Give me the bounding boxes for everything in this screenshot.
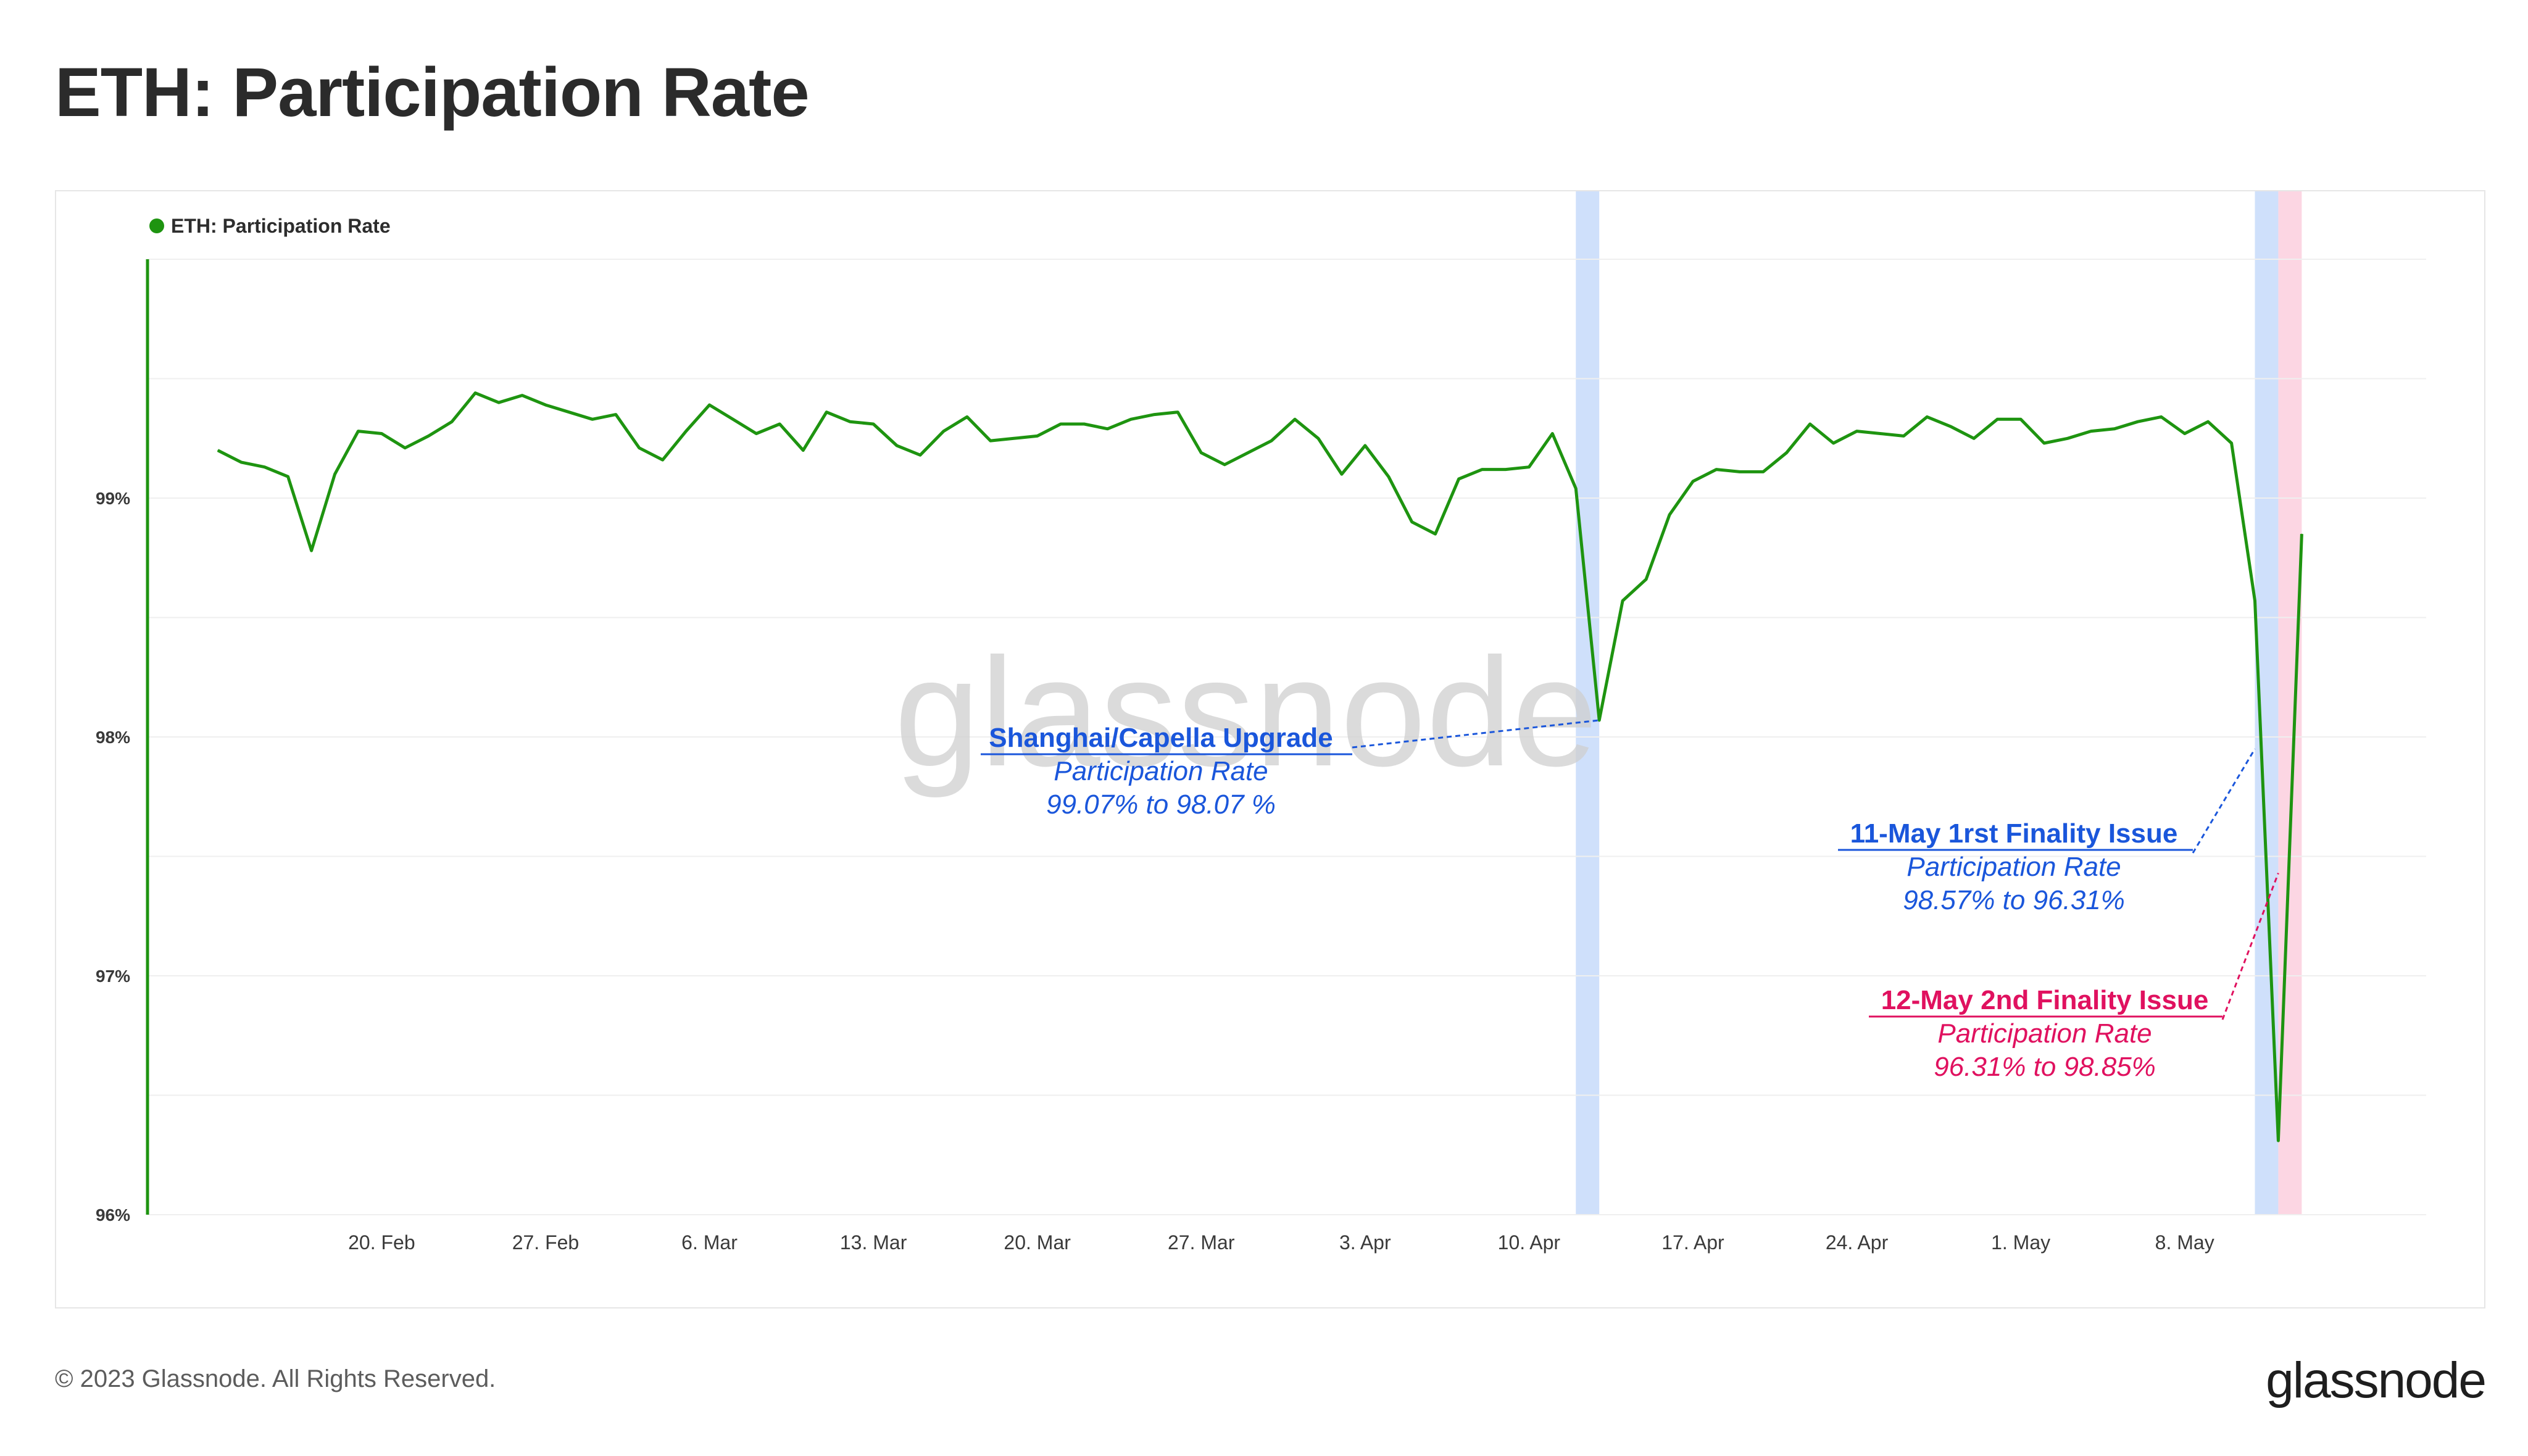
x-tick-label: 27. Mar [1168, 1231, 1235, 1254]
annotation-leader [1352, 719, 1600, 749]
x-tick-label: 20. Mar [1004, 1231, 1071, 1254]
x-tick-label: 17. Apr [1661, 1231, 1724, 1254]
data-point [522, 395, 523, 396]
annotation-line2: 96.31% to 98.85% [1934, 1052, 2156, 1082]
y-tick-label: 96% [96, 1205, 130, 1225]
highlight-bands [1576, 191, 2302, 1215]
chart-frame: glassnode 96% 97% 98% 99% 20. Feb 27. Feb 6. … [55, 190, 2485, 1308]
data-point [1388, 476, 1389, 477]
data-point [545, 404, 546, 406]
page-title: ETH: Participation Rate [55, 54, 810, 131]
data-point [1060, 423, 1062, 425]
annotation-line2: 98.57% to 96.31% [1903, 885, 2125, 915]
data-point [1997, 418, 1998, 420]
data-point [1247, 452, 1249, 453]
chart-svg: glassnode 96% 97% 98% 99% 20. Feb 27. Feb 6. … [96, 191, 2426, 1254]
x-tick-label: 3. Apr [1339, 1231, 1391, 1254]
x-tick-label: 10. Apr [1498, 1231, 1561, 1254]
legend-marker [149, 218, 164, 233]
data-point [217, 450, 218, 451]
annotation-line1: Participation Rate [1937, 1018, 2152, 1049]
data-point [709, 404, 710, 406]
data-point [1200, 452, 1202, 453]
y-tick-label: 98% [96, 728, 130, 747]
data-point [2067, 438, 2068, 439]
data-point [381, 433, 382, 435]
data-point [1552, 433, 1553, 435]
annotation-leader [2221, 873, 2279, 1020]
data-point [1786, 452, 1787, 453]
x-tick-label: 1. May [1991, 1231, 2050, 1254]
x-tick-label: 24. Apr [1826, 1231, 1889, 1254]
data-point [2184, 433, 2185, 435]
y-tick-label: 99% [96, 489, 130, 508]
data-point [1458, 478, 1460, 480]
annotation-title: 11-May 1rst Finality Issue [1850, 818, 2178, 849]
data-point [1224, 464, 1225, 465]
data-point [802, 450, 804, 451]
annotation-leader [2192, 748, 2256, 854]
y-tick-label: 97% [96, 967, 130, 986]
highlight-band-blue [1576, 191, 1600, 1215]
series-layer [217, 391, 2303, 1142]
x-tick-label: 6. Mar [681, 1231, 738, 1254]
data-point [1154, 414, 1155, 415]
data-point [1013, 438, 1015, 439]
x-tick-label: 13. Mar [840, 1231, 907, 1254]
data-point [873, 423, 874, 425]
x-tick-label: 8. May [2155, 1231, 2214, 1254]
annotation-title: Shanghai/Capella Upgrade [989, 723, 1333, 753]
data-point [615, 414, 617, 415]
x-axis-ticks: 20. Feb 27. Feb 6. Mar 13. Mar 20. Mar 27. Ma… [348, 1231, 2214, 1254]
series-line [217, 391, 2303, 1142]
watermark: glassnode [894, 626, 1598, 798]
annotation-line1: Participation Rate [1906, 852, 2121, 882]
legend[interactable]: ETH: Participation Rate [149, 215, 391, 237]
data-point [1505, 469, 1506, 470]
y-axis-ticks: 96% 97% 98% 99% [96, 489, 130, 1225]
legend-label: ETH: Participation Rate [171, 215, 391, 237]
x-tick-label: 27. Feb [512, 1231, 580, 1254]
data-point [1879, 433, 1881, 435]
data-point [2301, 533, 2302, 535]
glassnode-logo[interactable]: glassnode [2266, 1352, 2487, 1408]
annotation-title: 12-May 2nd Finality Issue [1881, 985, 2209, 1015]
x-tick-label: 20. Feb [348, 1231, 415, 1254]
annotation-line1: Participation Rate [1054, 756, 1268, 786]
data-point [1435, 533, 1436, 535]
gridlines [148, 259, 2426, 1215]
data-point [755, 433, 757, 435]
annotation-line2: 99.07% to 98.07 % [1046, 789, 1276, 820]
copyright-notice: © 2023 Glassnode. All Rights Reserved. [55, 1365, 496, 1392]
data-point [1341, 473, 1342, 475]
data-point [1645, 579, 1647, 580]
data-point [1107, 428, 1108, 430]
